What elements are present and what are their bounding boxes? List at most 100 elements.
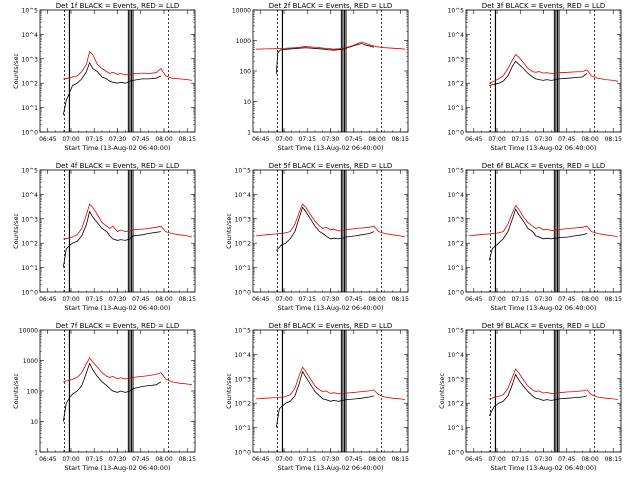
- x-tick-label: 07:45: [132, 296, 149, 303]
- x-tick-label: 06:45: [252, 136, 269, 143]
- y-tick-label: 10^2: [448, 241, 465, 248]
- y-tick-label: 10^0: [448, 130, 465, 137]
- y-tick-label: 100: [27, 389, 39, 396]
- x-tick-label: 07:45: [345, 136, 362, 143]
- y-tick-label: 10^3: [22, 56, 39, 63]
- x-tick-label: 08:00: [368, 136, 385, 143]
- x-tick-label: 08:00: [581, 296, 598, 303]
- y-tick-label: 10^1: [22, 265, 39, 272]
- y-tick-label: 10^0: [448, 290, 465, 297]
- y-tick-label: 10^0: [448, 450, 465, 457]
- y-tick-label: 10^3: [235, 216, 252, 223]
- y-tick-label: 10^2: [448, 401, 465, 408]
- series-line-events: [62, 210, 161, 268]
- y-tick-label: 10^0: [235, 290, 252, 297]
- x-tick-label: 07:15: [512, 136, 529, 143]
- x-axis-label: Start Time (13-Aug-02 06:40:00): [277, 144, 383, 152]
- x-tick-label: 08:15: [605, 136, 622, 143]
- x-tick-label: 06:45: [465, 456, 482, 463]
- x-tick-label: 06:45: [252, 296, 269, 303]
- y-tick-label: 100: [240, 69, 252, 76]
- y-axis-label: Counts/sec: [438, 373, 446, 409]
- series-line-lld: [63, 50, 192, 81]
- plot-frame: [465, 169, 622, 293]
- chart-title: Det 4f BLACK = Events, RED = LLD: [56, 162, 179, 170]
- x-tick-label: 06:45: [465, 296, 482, 303]
- x-tick-label: 08:00: [581, 456, 598, 463]
- series-line-events: [276, 206, 375, 251]
- y-tick-label: 10^0: [22, 290, 39, 297]
- y-tick-label: 10^0: [235, 450, 252, 457]
- chart-title: Det 9f BLACK = Events, RED = LLD: [482, 322, 605, 330]
- x-tick-label: 07:00: [275, 136, 292, 143]
- y-tick-label: 10^3: [448, 216, 465, 223]
- plot-frame: [252, 169, 409, 293]
- chart-panel-5: Det 5f BLACK = Events, RED = LLD 10^0 10^1…: [225, 162, 409, 312]
- y-tick-label: 10^0: [22, 130, 39, 137]
- series-line-events: [489, 60, 588, 86]
- y-axis-label: Counts/sec: [12, 213, 20, 249]
- chart-title: Det 7f BLACK = Events, RED = LLD: [56, 322, 179, 330]
- x-tick-label: 07:00: [275, 456, 292, 463]
- x-tick-label: 07:00: [62, 296, 79, 303]
- y-tick-label: 10^1: [448, 105, 465, 112]
- y-tick-label: 10000: [19, 328, 38, 335]
- series-line-events: [62, 362, 162, 422]
- x-axis-label: Start Time (13-Aug-02 06:40:00): [490, 304, 596, 312]
- x-tick-label: 08:00: [581, 136, 598, 143]
- plot-frame: [465, 329, 622, 453]
- x-tick-label: 08:15: [179, 296, 196, 303]
- x-tick-label: 07:45: [558, 136, 575, 143]
- y-axis-label: Counts/sec: [225, 213, 233, 249]
- y-tick-label: 10^4: [448, 32, 465, 39]
- x-tick-label: 07:45: [558, 456, 575, 463]
- x-axis-label: Start Time (13-Aug-02 06:40:00): [277, 304, 383, 312]
- y-axis-label: Counts/sec: [12, 53, 20, 89]
- series-line-lld: [256, 203, 405, 238]
- chart-title: Det 2f BLACK = Events, RED = LLD: [269, 2, 392, 10]
- plot-frame: [39, 329, 196, 453]
- series-line-lld: [256, 41, 405, 50]
- y-tick-label: 10^2: [22, 81, 39, 88]
- y-tick-label: 10^2: [22, 241, 39, 248]
- x-tick-label: 07:00: [488, 136, 505, 143]
- x-tick-label: 07:15: [86, 136, 103, 143]
- x-tick-label: 08:15: [179, 456, 196, 463]
- y-tick-label: 10^5: [448, 8, 465, 15]
- x-tick-label: 07:45: [132, 136, 149, 143]
- y-tick-label: 10^3: [22, 216, 39, 223]
- y-tick-label: 10^4: [448, 192, 465, 199]
- x-tick-label: 07:45: [132, 456, 149, 463]
- chart-panel-4: Det 4f BLACK = Events, RED = LLD 10^0 10^1…: [12, 162, 196, 312]
- series-line-lld: [256, 366, 405, 400]
- y-tick-label: 1: [34, 450, 38, 457]
- x-tick-label: 07:30: [535, 296, 552, 303]
- y-tick-label: 10^4: [448, 352, 465, 359]
- x-tick-label: 06:45: [252, 456, 269, 463]
- y-tick-label: 10^5: [235, 328, 252, 335]
- x-tick-label: 07:30: [322, 456, 339, 463]
- x-tick-label: 07:00: [62, 136, 79, 143]
- x-tick-label: 08:15: [179, 136, 196, 143]
- x-tick-label: 07:30: [109, 456, 126, 463]
- x-tick-label: 07:15: [512, 456, 529, 463]
- x-tick-label: 07:15: [86, 296, 103, 303]
- x-axis-label: Start Time (13-Aug-02 06:40:00): [490, 464, 596, 472]
- x-tick-label: 07:00: [62, 456, 79, 463]
- chart-panel-3: Det 3f BLACK = Events, RED = LLD 10^0 10^1…: [448, 2, 623, 152]
- y-axis-label: Counts/sec: [225, 373, 233, 409]
- y-tick-label: 10^2: [448, 81, 465, 88]
- x-axis-label: Start Time (13-Aug-02 06:40:00): [64, 304, 170, 312]
- series-line-lld: [63, 203, 192, 240]
- x-tick-label: 07:45: [345, 296, 362, 303]
- x-axis-label: Start Time (13-Aug-02 06:40:00): [64, 144, 170, 152]
- y-tick-label: 10: [30, 419, 38, 426]
- x-tick-label: 07:45: [345, 456, 362, 463]
- y-tick-label: 10^1: [235, 425, 252, 432]
- plot-frame: [465, 9, 622, 133]
- y-tick-label: 10^1: [235, 265, 252, 272]
- chart-title: Det 3f BLACK = Events, RED = LLD: [482, 2, 605, 10]
- series-line-events: [62, 61, 162, 115]
- x-tick-label: 07:15: [299, 136, 316, 143]
